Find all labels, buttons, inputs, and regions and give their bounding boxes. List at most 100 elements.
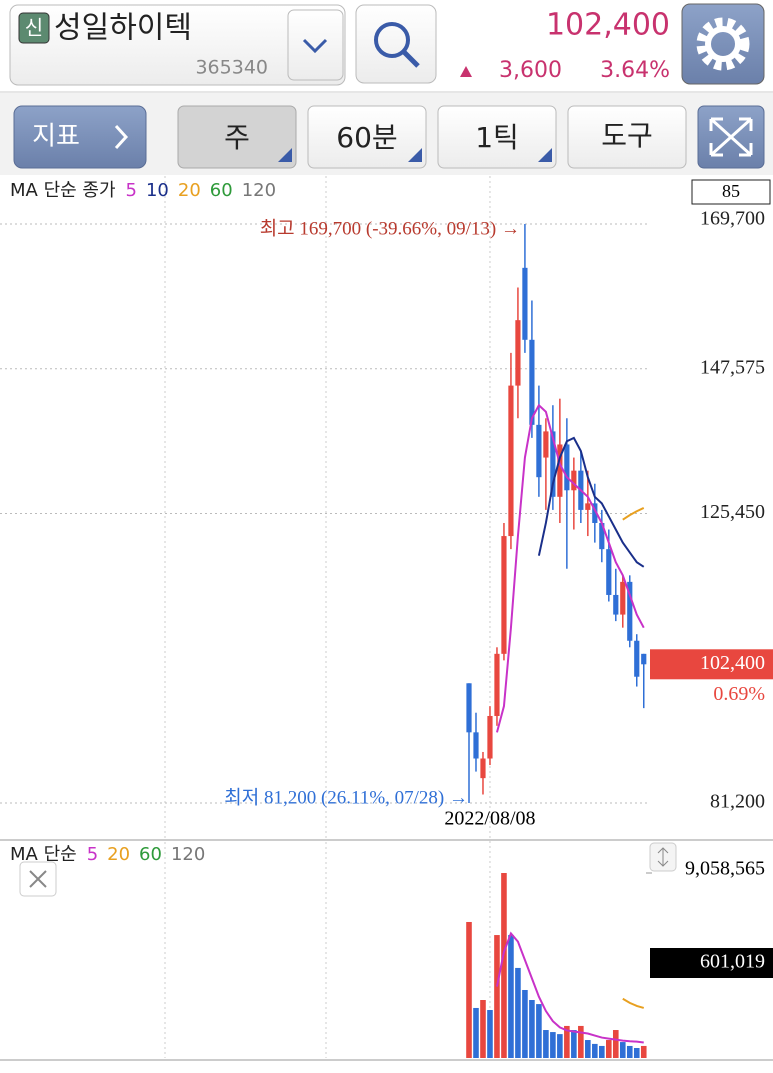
badge-text: 신 <box>25 16 43 40</box>
candle-body <box>557 444 563 497</box>
ma-line <box>495 931 644 1044</box>
low-note: 최저 81,200 (26.11%, 07/28) → <box>224 786 468 808</box>
candle-body <box>473 732 479 759</box>
volume-bar <box>522 989 528 1058</box>
tools-button[interactable] <box>567 105 687 169</box>
candle-body <box>487 715 493 759</box>
candle-body <box>494 653 500 716</box>
volume-bar <box>536 1004 542 1058</box>
dropdown-button[interactable] <box>287 9 344 81</box>
candle-body <box>599 522 605 550</box>
price: 102,400 <box>546 8 670 43</box>
volume-bar <box>633 1047 640 1058</box>
volume-bar <box>606 1040 612 1058</box>
legend-entry: 120 <box>242 180 276 201</box>
volume-bar <box>543 1030 549 1058</box>
candle-body <box>627 581 633 641</box>
change: 3,600 <box>499 58 562 83</box>
candle-body <box>585 503 591 510</box>
candle-body <box>522 267 528 340</box>
stock-box[interactable] <box>9 4 346 86</box>
legend-entry: 5 <box>87 844 98 865</box>
chevron <box>302 38 328 54</box>
volume-bar <box>585 1040 591 1058</box>
readout: 601,019 <box>700 951 765 973</box>
ma-line <box>622 997 645 1009</box>
interval-button[interactable] <box>307 105 427 169</box>
candle-body <box>480 758 486 779</box>
legend-title: MA 단순 종가 <box>10 180 116 201</box>
volume-bar <box>473 1007 479 1058</box>
gear-ring <box>705 26 741 62</box>
candle-body <box>606 549 612 595</box>
legend-entry: 20 <box>178 180 201 201</box>
legend-entry: 60 <box>139 844 162 865</box>
up-triangle <box>460 66 472 77</box>
volume-bar <box>466 921 472 1058</box>
volume-bar <box>529 999 535 1058</box>
stock-name: 성일하이텍 <box>54 11 192 46</box>
volume-bar <box>578 1025 584 1058</box>
volume-bar <box>599 1045 605 1058</box>
settings-button[interactable] <box>681 3 765 85</box>
candle-body <box>641 653 647 665</box>
volume-bar <box>515 967 521 1058</box>
volume-bar <box>612 1030 619 1058</box>
gear-teeth <box>696 17 750 71</box>
candle-body <box>508 385 514 537</box>
high-note: 최고 169,700 (-39.66%, 09/13) → <box>260 217 520 239</box>
volume-bar <box>619 1042 626 1058</box>
current-price-box <box>650 649 773 680</box>
search-icon <box>374 22 410 58</box>
volume-bar <box>501 873 507 1058</box>
tick-button[interactable] <box>437 105 557 169</box>
y-tick-label: 125,450 <box>700 501 765 523</box>
current-pct: 0.69% <box>713 683 765 705</box>
volume-bar <box>494 935 500 1058</box>
legend-entry: 5 <box>126 180 137 201</box>
legend-title: MA 단순 <box>10 844 77 865</box>
resize-icon <box>657 847 669 867</box>
candle-body <box>501 536 507 654</box>
y-tick-label: 9,058,565 <box>685 858 765 880</box>
scale-box <box>691 179 771 205</box>
volume-bar <box>571 1030 577 1058</box>
change-pct: 3.64% <box>600 58 670 83</box>
readout-box <box>650 948 773 978</box>
y-tick-label: 147,575 <box>700 356 765 378</box>
corner-mark <box>408 148 422 162</box>
badge <box>18 12 50 44</box>
stock-code: 365340 <box>195 57 268 79</box>
interval-label: 60분 <box>336 121 397 154</box>
legend-entry: 120 <box>171 844 205 865</box>
legend-entry: 20 <box>107 844 130 865</box>
volume-bar <box>557 1034 563 1058</box>
corner-mark <box>538 148 552 162</box>
candle-body <box>592 503 598 523</box>
indicator-label: 지표 <box>32 122 80 152</box>
x-tick-label: 2022/08/08 <box>444 808 535 830</box>
expand-icon <box>709 117 753 157</box>
volume-bar <box>564 1025 570 1058</box>
indicator-button[interactable] <box>13 105 147 169</box>
legend-entry: 60 <box>210 180 233 201</box>
volume-bar <box>626 1045 633 1058</box>
candle-body <box>466 683 472 733</box>
period-button[interactable] <box>177 105 297 169</box>
search-button[interactable] <box>355 4 437 84</box>
search-handle <box>402 50 420 68</box>
scale-box-text: 85 <box>722 181 740 201</box>
volume-bar <box>640 1045 647 1058</box>
y-tick-label: 169,700 <box>700 208 765 230</box>
tick-label: 1틱 <box>475 121 519 154</box>
candle-body <box>634 640 640 677</box>
corner-mark <box>278 148 292 162</box>
volume-bar <box>487 1010 493 1058</box>
ma-line <box>537 436 645 568</box>
period-label: 주 <box>224 121 250 154</box>
candle-body <box>550 431 556 497</box>
y-tick-label: 81,200 <box>710 791 765 813</box>
candle-body <box>571 470 577 491</box>
indicator-arrow <box>114 124 129 150</box>
